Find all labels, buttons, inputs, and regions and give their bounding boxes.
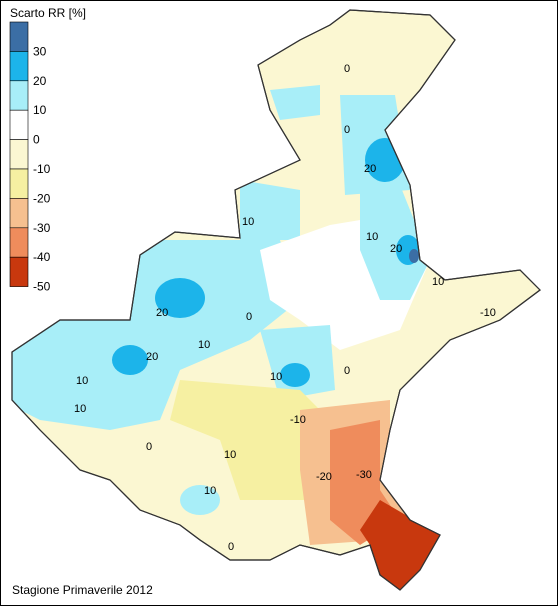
contour-label: 10 — [204, 485, 216, 497]
legend-label: -20 — [33, 191, 51, 205]
legend-label: -50 — [33, 280, 51, 294]
contour-labels: 0 0 20 10 10 20 10 -10 20 0 10 20 10 0 10 10 0 -10 10 -20 -3… — [74, 63, 496, 553]
legend-label: 20 — [33, 74, 47, 88]
contour-label: 10 — [366, 231, 378, 243]
contour-label: -10 — [480, 307, 496, 319]
legend-swatch — [9, 80, 29, 111]
legend-label: -10 — [33, 162, 51, 176]
legend-swatch — [9, 227, 29, 258]
legend-swatch — [9, 139, 29, 170]
contour-label: -20 — [316, 471, 332, 483]
legend-swatch — [9, 256, 29, 287]
legend-swatch — [9, 21, 29, 52]
legend-swatch — [9, 51, 29, 82]
contour-label: 20 — [364, 163, 376, 175]
contour-label: 20 — [146, 351, 158, 363]
contour-label: -30 — [356, 469, 372, 481]
legend-swatch — [9, 168, 29, 199]
contour-label: 0 — [246, 311, 252, 323]
legend-swatch — [9, 109, 29, 140]
contour-label: -10 — [290, 414, 306, 426]
contour-label: 10 — [432, 276, 444, 288]
contour-label: 10 — [198, 339, 210, 351]
contour-label: 0 — [344, 124, 350, 136]
legend-label: -40 — [33, 250, 51, 264]
contour-label: 10 — [74, 403, 86, 415]
contour-label: 10 — [270, 371, 282, 383]
legend-swatch — [9, 198, 29, 229]
footer: Stagione Primaverile 2012 — [12, 583, 153, 597]
legend-label: 10 — [33, 103, 47, 117]
contour-label: 0 — [146, 441, 152, 453]
contour-label: 10 — [242, 216, 254, 228]
contour-label: 20 — [156, 307, 168, 319]
contour-label: 0 — [228, 541, 234, 553]
contour-label: 20 — [390, 243, 402, 255]
contour-label: 0 — [344, 365, 350, 377]
contour-label: 0 — [344, 63, 350, 75]
contour-label: 10 — [224, 449, 236, 461]
region-border — [11, 9, 541, 591]
contour-label: 10 — [76, 375, 88, 387]
legend-label: 30 — [33, 44, 47, 58]
legend-title: Scarto RR [%] — [10, 6, 86, 20]
legend-label: 0 — [33, 133, 40, 147]
legend: Scarto RR [%] 30 20 10 0 -10 -20 -30 -40 -50 — [9, 6, 86, 294]
legend-label: -30 — [33, 221, 51, 235]
